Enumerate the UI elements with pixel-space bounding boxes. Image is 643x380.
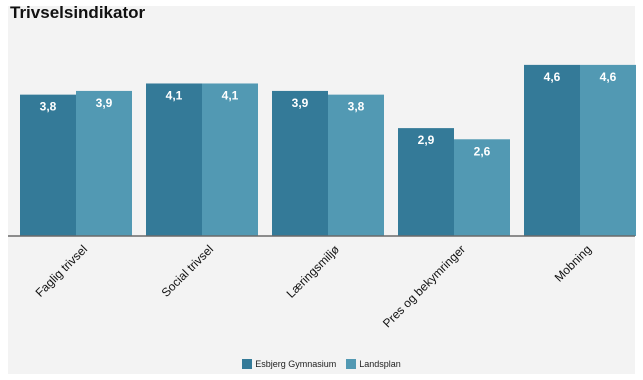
data-label-landsplan-mobning: 4,6 — [600, 70, 617, 84]
legend-swatch-landsplan — [346, 359, 357, 369]
legend-item-esbjerg[interactable]: Esbjerg Gymnasium — [242, 359, 336, 369]
category-label-social-trivsel: Social trivsel — [159, 242, 217, 300]
bar-esbjerg-gymnasium-mobning[interactable] — [524, 64, 580, 236]
data-label-landsplan-social-trivsel: 4,1 — [222, 88, 239, 102]
data-label-landsplan-pres-og-bekymringer: 2,6 — [474, 144, 491, 158]
category-label-pres-og-bekymringer: Pres og bekymringer — [380, 242, 468, 330]
bar-landsplan-social-trivsel[interactable] — [202, 83, 258, 236]
category-label-mobning: Mobning — [552, 242, 594, 284]
bar-esbjerg-gymnasium-l-ringsmilj[interactable] — [272, 90, 328, 236]
category-label-faglig-trivsel: Faglig trivsel — [33, 242, 91, 300]
bar-landsplan-l-ringsmilj[interactable] — [328, 94, 384, 236]
bar-landsplan-faglig-trivsel[interactable] — [76, 90, 132, 236]
legend: Esbjerg Gymnasium Landsplan — [0, 359, 643, 369]
bars-layer — [20, 64, 636, 236]
bar-esbjerg-gymnasium-social-trivsel[interactable] — [146, 83, 202, 236]
data-label-esbjerg-gymnasium-pres-og-bekymringer: 2,9 — [418, 133, 435, 147]
bar-esbjerg-gymnasium-faglig-trivsel[interactable] — [20, 94, 76, 236]
legend-label-esbjerg: Esbjerg Gymnasium — [255, 359, 337, 369]
data-label-esbjerg-gymnasium-mobning: 4,6 — [544, 70, 561, 84]
bar-landsplan-mobning[interactable] — [580, 64, 636, 236]
category-label-l-ringsmilj: Læringsmiljø — [284, 242, 343, 301]
data-label-esbjerg-gymnasium-l-ringsmilj: 3,9 — [292, 96, 309, 110]
data-label-landsplan-l-ringsmilj: 3,8 — [348, 100, 365, 114]
chart-title: Trivselsindikator — [10, 3, 146, 22]
legend-item-landsplan[interactable]: Landsplan — [346, 359, 401, 369]
data-label-esbjerg-gymnasium-social-trivsel: 4,1 — [166, 88, 183, 102]
data-label-esbjerg-gymnasium-faglig-trivsel: 3,8 — [40, 100, 57, 114]
bar-chart: 3,8 3,9 Faglig trivsel 4,1 4,1 Social trivsel… — [8, 64, 636, 330]
legend-swatch-esbjerg — [242, 359, 253, 369]
legend-label-landsplan: Landsplan — [359, 359, 401, 369]
bar-landsplan-pres-og-bekymringer[interactable] — [454, 139, 510, 236]
data-label-landsplan-faglig-trivsel: 3,9 — [96, 96, 113, 110]
bar-esbjerg-gymnasium-pres-og-bekymringer[interactable] — [398, 128, 454, 236]
